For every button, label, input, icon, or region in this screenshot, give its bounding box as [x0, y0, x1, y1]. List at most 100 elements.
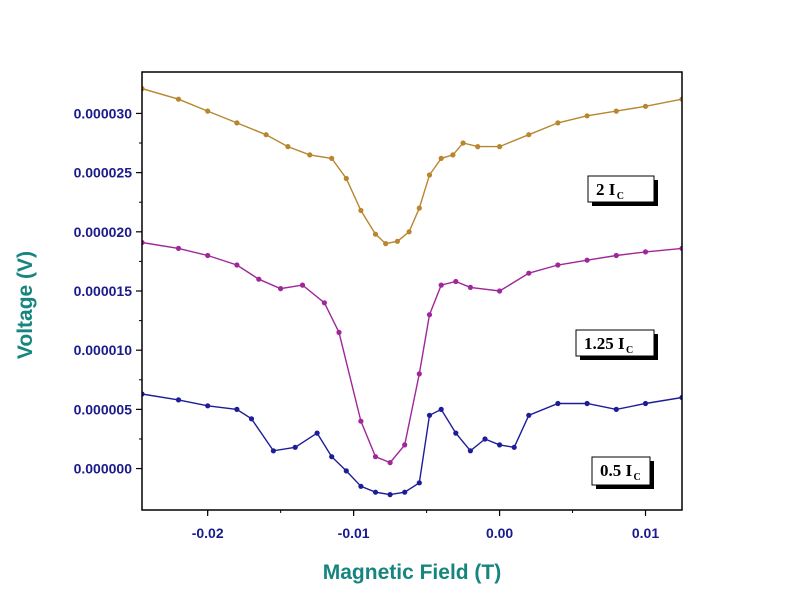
- data-point: [613, 406, 619, 412]
- data-point: [175, 397, 182, 403]
- data-point: [613, 108, 619, 114]
- data-point: [450, 152, 456, 158]
- y-tick-label: 0.000015: [74, 283, 133, 299]
- data-point: [584, 113, 590, 119]
- data-point: [329, 454, 335, 460]
- data-point: [205, 252, 211, 259]
- legend-subscript: C: [617, 191, 624, 202]
- data-point: [285, 144, 291, 150]
- data-point: [467, 284, 473, 290]
- data-point: [299, 282, 306, 288]
- data-point: [584, 400, 590, 407]
- data-point: [256, 276, 262, 282]
- legend-label: 2 I: [596, 180, 616, 199]
- ticks-layer: 0.000000 0.000005 0.000010 0.000015 0.000020…: [74, 105, 660, 541]
- data-point: [438, 406, 444, 412]
- data-point: [270, 448, 276, 454]
- legend-box: [587, 175, 655, 203]
- data-point: [402, 489, 408, 495]
- y-axis-title: Voltage (V): [14, 251, 37, 359]
- data-point: [205, 108, 211, 114]
- data-point: [383, 241, 389, 247]
- data-point: [482, 436, 488, 442]
- data-point: [497, 144, 503, 150]
- data-point: [234, 120, 240, 126]
- legend-label: 1.25 I: [584, 334, 625, 353]
- data-point: [526, 270, 532, 276]
- data-point: [438, 155, 444, 161]
- legend-box: [591, 456, 651, 486]
- data-point: [555, 400, 561, 407]
- data-point: [426, 312, 433, 318]
- data-point: [372, 231, 379, 237]
- data-point: [467, 448, 473, 454]
- data-point: [453, 430, 459, 436]
- data-point: [555, 120, 561, 126]
- data-point: [406, 229, 412, 235]
- data-point: [394, 238, 400, 244]
- data-point: [526, 412, 532, 418]
- data-point: [248, 416, 255, 422]
- data-point: [372, 489, 379, 495]
- x-tick-label: 0.01: [632, 525, 659, 541]
- y-tick-label: 0.000025: [74, 165, 133, 181]
- data-point: [343, 175, 349, 182]
- data-point: [358, 418, 364, 424]
- data-point: [314, 430, 320, 436]
- data-point: [205, 403, 211, 409]
- y-tick-label: 0.000010: [74, 342, 133, 358]
- data-point: [292, 444, 298, 450]
- data-point: [426, 412, 433, 418]
- data-point: [642, 249, 649, 255]
- data-point: [416, 371, 422, 377]
- data-point: [343, 468, 349, 474]
- data-point: [372, 454, 379, 460]
- y-tick-label: 0.000000: [74, 461, 133, 477]
- data-point: [234, 406, 240, 412]
- series-1: [142, 239, 682, 466]
- data-point: [263, 132, 269, 138]
- data-point: [175, 96, 182, 102]
- data-point: [278, 286, 284, 292]
- data-point: [555, 262, 561, 268]
- data-point: [329, 155, 335, 161]
- data-point: [175, 245, 182, 251]
- legend-subscript: C: [634, 472, 641, 483]
- x-tick-label: -0.01: [338, 525, 370, 541]
- data-point: [584, 257, 590, 263]
- data-point: [426, 172, 433, 178]
- plot-frame: [141, 71, 683, 511]
- data-point: [526, 132, 532, 138]
- data-point: [460, 140, 466, 146]
- data-point: [416, 205, 422, 211]
- x-axis-title: Magnetic Field (T): [323, 561, 502, 584]
- data-point: [307, 152, 313, 158]
- data-point: [321, 300, 327, 306]
- data-point: [358, 207, 364, 214]
- data-point: [387, 492, 393, 498]
- x-tick-label: 0.00: [486, 525, 513, 541]
- legend-label: 0.5 I: [600, 461, 633, 480]
- data-point: [475, 144, 481, 150]
- data-point: [336, 329, 342, 335]
- data-point: [613, 252, 619, 259]
- series-line: [142, 87, 682, 245]
- legend-subscript: C: [626, 345, 633, 356]
- data-point: [387, 460, 393, 466]
- data-point: [358, 483, 364, 489]
- series-2: [142, 391, 682, 498]
- data-point: [511, 444, 517, 450]
- data-point: [402, 442, 408, 448]
- series-line: [142, 393, 682, 496]
- x-tick-label: -0.02: [192, 525, 224, 541]
- series-0: [142, 86, 682, 247]
- y-tick-label: 0.000020: [74, 224, 133, 240]
- data-point: [642, 103, 649, 109]
- series-layer: [142, 86, 682, 498]
- data-point: [642, 400, 649, 407]
